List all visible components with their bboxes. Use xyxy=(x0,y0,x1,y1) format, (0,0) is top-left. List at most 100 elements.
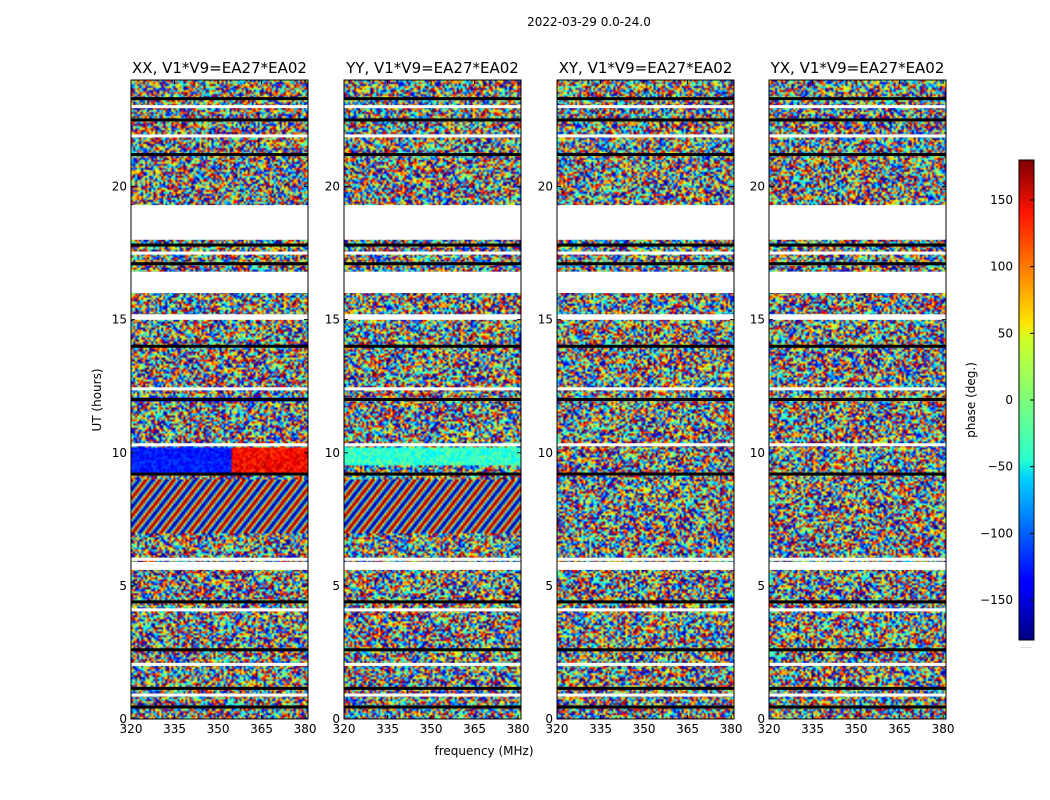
colorbar-tick-label: 150 xyxy=(990,193,1013,207)
flagged-line xyxy=(769,105,946,109)
x-tick-label: 335 xyxy=(163,722,186,736)
flagged-line xyxy=(131,97,308,101)
x-tick-label: 365 xyxy=(676,722,699,736)
x-tick-label: 350 xyxy=(845,722,868,736)
flagged-line xyxy=(131,235,308,239)
y-tick-label: 10 xyxy=(325,446,340,460)
panel-frame xyxy=(130,79,309,720)
flagged-line xyxy=(344,153,521,157)
panel-xy: XY, V1*V9=EA27*EA02 320 335 350 365 380 0 5 10 15… xyxy=(538,59,743,736)
flagged-band xyxy=(557,561,734,570)
y-tick-label: 5 xyxy=(545,579,553,593)
y-axis-label: UT (hours) xyxy=(90,368,104,431)
flagged-line xyxy=(557,118,734,122)
flagged-band xyxy=(557,271,734,293)
flagged-line xyxy=(557,686,734,690)
flagged-line xyxy=(557,648,734,652)
y-tick-label: 15 xyxy=(538,313,553,327)
flagged-band xyxy=(769,314,946,317)
x-tick-label: 335 xyxy=(589,722,612,736)
y-tick-label: 5 xyxy=(757,579,765,593)
flagged-line xyxy=(557,251,734,255)
colorbar-label: phase (deg.) xyxy=(964,362,978,438)
flagged-band xyxy=(131,314,308,317)
flagged-line xyxy=(131,443,308,447)
flagged-band xyxy=(344,271,521,293)
flagged-line xyxy=(344,648,521,652)
flagged-line xyxy=(131,705,308,709)
flagged-line xyxy=(131,316,308,320)
flagged-line xyxy=(557,387,734,391)
flagged-line xyxy=(344,105,521,109)
flagged-line xyxy=(344,472,521,476)
flagged-line xyxy=(131,600,308,604)
x-tick-label: 365 xyxy=(463,722,486,736)
flagged-line xyxy=(344,134,521,138)
flagged-line xyxy=(131,648,308,652)
flagged-line xyxy=(769,118,946,122)
colorbar-tick-label: 100 xyxy=(990,260,1013,274)
flagged-line xyxy=(769,153,946,157)
flagged-line xyxy=(557,662,734,666)
flagged-line xyxy=(131,153,308,157)
flagged-line xyxy=(557,398,734,401)
colorbar-tick-label: 50 xyxy=(998,326,1013,340)
panel-yx: YX, V1*V9=EA27*EA02 320 335 350 365 380 0 5 10 15… xyxy=(750,59,955,736)
flagged-line xyxy=(769,693,946,697)
x-axis-label: frequency (MHz) xyxy=(434,744,533,758)
flagged-line xyxy=(344,443,521,447)
flagged-line xyxy=(769,472,946,476)
flagged-line xyxy=(557,134,734,138)
flagged-line xyxy=(131,344,308,348)
x-tick-label: 320 xyxy=(333,722,356,736)
x-tick-label: 365 xyxy=(250,722,273,736)
x-tick-label: 320 xyxy=(758,722,781,736)
colorbar-offset-text: ...... xyxy=(1020,643,1032,650)
flagged-line xyxy=(344,662,521,666)
colorbar-tick-label: −100 xyxy=(980,526,1013,540)
flagged-line xyxy=(769,557,946,561)
flagged-line xyxy=(769,443,946,447)
y-tick-label: 20 xyxy=(325,180,340,194)
flagged-band xyxy=(769,205,946,240)
flagged-line xyxy=(131,243,308,247)
y-tick-label: 10 xyxy=(538,446,553,460)
flagged-line xyxy=(131,118,308,122)
y-tick-label: 0 xyxy=(545,712,553,726)
flagged-line xyxy=(131,387,308,391)
flagged-line xyxy=(557,443,734,447)
flagged-line xyxy=(557,153,734,157)
flagged-line xyxy=(557,316,734,320)
colorbar-tick-label: −150 xyxy=(980,593,1013,607)
y-tick-label: 10 xyxy=(750,446,765,460)
panel-xx: XX, V1*V9=EA27*EA02 320 335 350 365 380 0 5 10 15… xyxy=(112,59,317,736)
y-tick-label: 0 xyxy=(332,712,340,726)
panel-yy: YY, V1*V9=EA27*EA02 320 335 350 365 380 0 5 10 15… xyxy=(325,59,530,736)
flagged-line xyxy=(131,557,308,561)
flagged-line xyxy=(769,97,946,101)
flagged-line xyxy=(131,251,308,255)
flagged-line xyxy=(131,134,308,138)
flagged-line xyxy=(769,134,946,138)
flagged-line xyxy=(131,686,308,690)
flagged-line xyxy=(344,398,521,401)
flagged-line xyxy=(131,693,308,697)
flagged-line xyxy=(344,600,521,604)
flagged-line xyxy=(769,316,946,320)
flagged-line xyxy=(769,662,946,666)
flagged-band xyxy=(344,561,521,570)
flagged-line xyxy=(344,316,521,320)
flagged-line xyxy=(344,262,521,266)
flagged-line xyxy=(769,262,946,266)
flagged-line xyxy=(557,693,734,697)
panel-title: XY, V1*V9=EA27*EA02 xyxy=(559,59,733,77)
x-tick-label: 350 xyxy=(207,722,230,736)
flagged-line xyxy=(769,344,946,348)
x-tick-label: 350 xyxy=(633,722,656,736)
panel-title: YX, V1*V9=EA27*EA02 xyxy=(770,59,945,77)
panel-frame xyxy=(343,79,522,720)
figure-title: 2022-03-29 0.0-24.0 xyxy=(527,15,651,29)
flagged-line xyxy=(557,105,734,109)
x-tick-label: 380 xyxy=(294,722,317,736)
flagged-band xyxy=(131,561,308,570)
